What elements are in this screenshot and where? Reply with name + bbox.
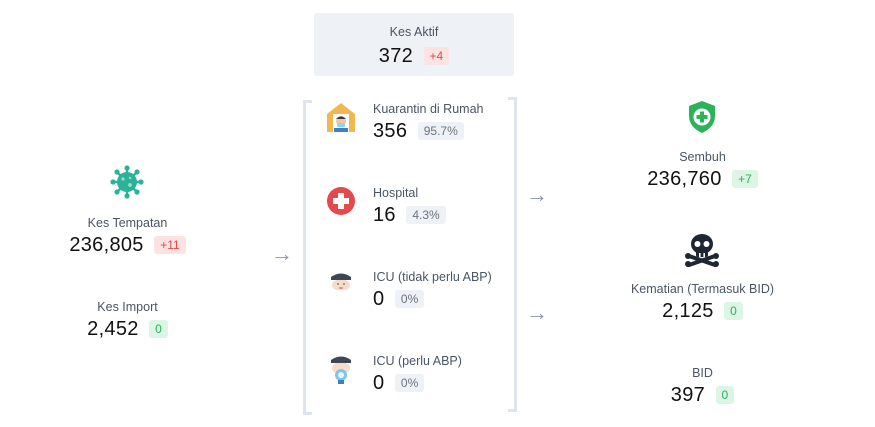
active-cases-value: 372 bbox=[378, 45, 414, 67]
local-cases-delta: +11 bbox=[154, 235, 186, 254]
home-quarantine-icon bbox=[326, 101, 356, 133]
care-label: ICU (perlu ABP) bbox=[373, 354, 462, 368]
care-value: 0 bbox=[373, 372, 385, 394]
local-cases-value: 236,805 bbox=[69, 234, 144, 256]
care-percent: 4.3% bbox=[406, 205, 446, 224]
care-percent: 0% bbox=[394, 289, 425, 308]
imported-cases-label: Kes Import bbox=[97, 300, 158, 314]
bid-delta: 0 bbox=[715, 385, 735, 404]
bracket-left bbox=[303, 100, 312, 415]
recovered-delta: +7 bbox=[732, 169, 758, 188]
virus-icon bbox=[110, 165, 144, 199]
deaths-value: 2,125 bbox=[662, 300, 714, 322]
imported-cases-delta: 0 bbox=[149, 319, 168, 338]
bracket-right bbox=[508, 97, 517, 412]
ventilator-patient-icon bbox=[328, 353, 354, 385]
recovered-value: 236,760 bbox=[647, 168, 722, 190]
imported-cases-value: 2,452 bbox=[87, 318, 139, 340]
skull-icon bbox=[684, 231, 720, 267]
active-cases-panel: Kes Aktif 372 +4 bbox=[314, 13, 514, 76]
care-label: ICU (tidak perlu ABP) bbox=[373, 270, 492, 284]
bid-value: 397 bbox=[670, 384, 706, 406]
active-cases-label: Kes Aktif bbox=[389, 25, 439, 39]
icu-patient-icon bbox=[328, 270, 354, 294]
bid-label: BID bbox=[692, 366, 713, 380]
arrow-right-icon: → bbox=[526, 300, 548, 325]
deaths-label: Kematian (Termasuk BID) bbox=[630, 282, 775, 296]
arrow-right-icon: → bbox=[271, 241, 293, 266]
hospital-cross-icon bbox=[326, 186, 356, 216]
recovered-label: Sembuh bbox=[679, 150, 726, 164]
local-cases-label: Kes Tempatan bbox=[87, 216, 168, 230]
shield-plus-icon bbox=[687, 100, 717, 134]
active-cases-delta: +4 bbox=[423, 46, 450, 65]
arrow-right-icon: → bbox=[526, 182, 548, 207]
care-percent: 0% bbox=[394, 373, 425, 392]
care-value: 356 bbox=[373, 120, 408, 142]
care-label: Kuarantin di Rumah bbox=[373, 102, 484, 116]
care-label: Hospital bbox=[373, 186, 419, 200]
care-percent: 95.7% bbox=[417, 121, 464, 140]
deaths-delta: 0 bbox=[724, 301, 743, 320]
care-value: 16 bbox=[373, 204, 396, 226]
care-value: 0 bbox=[373, 288, 385, 310]
